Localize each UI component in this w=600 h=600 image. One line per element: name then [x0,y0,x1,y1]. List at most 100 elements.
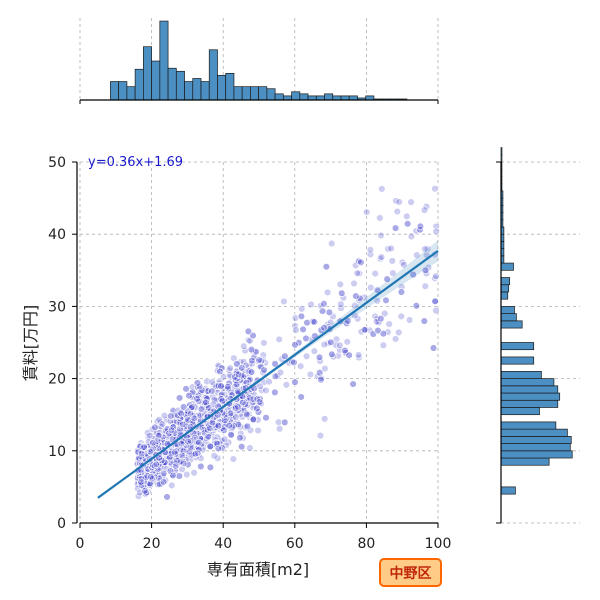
scatter-point [367,283,375,292]
main-scatter-plot: 0 20 40 60 80 100 0 10 20 30 40 50 y=0.36x+1.69 [48,155,451,552]
scatter-point [244,327,253,336]
top-hist-bar [274,93,284,101]
scatter-point [257,357,265,365]
top-hist-bar [192,78,202,101]
scatter-point [157,456,166,465]
scatter-point [213,440,222,448]
scatter-point [184,437,192,446]
scatter-point [295,338,303,347]
x-tick-label: 0 [76,536,85,552]
y-tick-label: 30 [48,299,66,315]
scatter-point [220,426,228,434]
scatter-point [159,469,168,478]
scatter-point [163,425,172,433]
scatter-point [239,398,247,407]
y-ticks: 0 10 20 30 40 50 [48,155,77,532]
scatter-point [175,472,184,480]
top-hist-bar [167,67,177,101]
scatter-point [231,404,240,412]
top-hist-bar [217,75,227,101]
scatter-point [336,280,344,289]
scatter-point [187,437,195,445]
scatter-point [154,431,163,440]
right-hist-bar [500,320,523,329]
scatter-point [137,478,145,486]
scatter-point [214,444,223,453]
right-hist-bar [500,306,515,314]
right-hist-bar [500,385,559,394]
x-ticks: 0 20 40 60 80 100 [76,523,451,552]
right-hist-bars [500,147,573,495]
regression-equation: y=0.36x+1.69 [88,155,183,170]
scatter-point [327,338,335,347]
scatter-point [141,487,149,495]
scatter-point [147,473,155,481]
scatter-point [188,403,196,411]
scatter-point [190,414,198,423]
top-hist-bar [299,93,309,101]
scatter-point [271,372,280,380]
scatter-point [420,317,428,325]
scatter-point [412,227,420,235]
scatter-point [281,352,289,360]
top-hist-bar [340,95,350,101]
scatter-point [310,347,319,355]
scatter-point [384,328,392,336]
top-hist-bar [159,20,169,101]
ward-badge-box [379,558,442,587]
top-hist-bar [250,86,259,101]
scatter-point [407,198,415,206]
scatter-point [218,409,227,417]
scatter-point [420,206,429,214]
scatter-point [322,263,331,271]
scatter-point [362,208,371,216]
top-hist-bar [184,81,194,101]
scatter-point [262,413,270,422]
scatter-point [339,294,348,302]
scatter-point [176,425,184,433]
scatter-point [136,442,144,451]
x-axis-label: 専有面積[m2] [207,560,309,579]
scatter-point [407,232,416,241]
right-hist-bar [500,154,503,163]
scatter-point [194,438,203,447]
scatter-point [432,306,440,315]
scatter-point [297,312,306,321]
right-hist-bar [500,356,535,365]
scatter-point [405,316,414,324]
scatter-point [317,375,325,384]
top-hist-bar [134,68,144,101]
scatter-point [320,415,329,423]
scatter-point [332,335,341,343]
scatter-point [373,297,382,305]
scatter-point [140,443,148,451]
scatter-point [204,433,212,441]
scatter-point [171,448,179,456]
right-hist-bar [500,284,510,293]
ward-badge-text: 中野区 [390,565,432,582]
x-tick-label: 60 [286,536,304,552]
scatter-point [349,380,357,388]
scatter-point [226,364,234,372]
scatter-point [222,441,230,450]
top-hist-bar [258,86,268,101]
top-hist-bar [233,86,243,101]
scatter-point [282,381,291,389]
scatter-point [431,185,439,193]
right-hist-bar [500,147,503,156]
scatter-point [388,257,396,265]
top-hist-bar [315,95,325,101]
scatter-point [338,289,346,297]
scatter-point [139,482,148,490]
top-hist-bars [110,20,408,101]
scatter-point [377,253,386,261]
scatter-point [316,369,324,377]
scatter-point [320,323,328,332]
scatter-point [169,471,177,480]
scatter-point [137,449,146,458]
scatter-point [243,422,252,431]
scatter-point [217,382,225,390]
scatter-point [177,439,186,448]
ward-badge: 中野区 [379,558,442,587]
scatter-point [226,409,235,418]
